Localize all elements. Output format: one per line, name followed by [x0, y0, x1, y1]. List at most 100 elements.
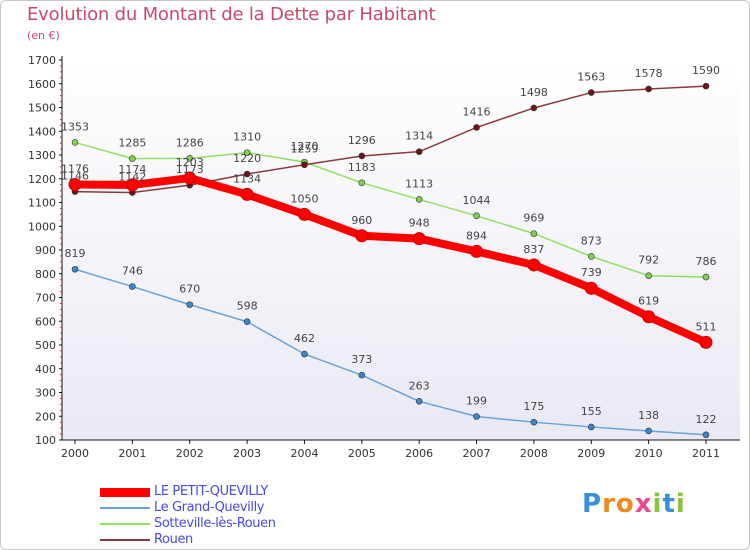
data-label: 873	[581, 234, 602, 247]
data-label: 1044	[463, 194, 491, 207]
data-point	[297, 207, 311, 221]
x-tick-label: 2008	[520, 447, 548, 460]
x-tick-label: 2004	[290, 447, 318, 460]
legend: LE PETIT-QUEVILLY Le Grand-Quevilly Sott…	[100, 484, 360, 548]
data-point	[702, 273, 710, 281]
data-point	[530, 418, 538, 426]
data-label: 786	[696, 255, 717, 268]
logo-letter: t	[662, 489, 676, 519]
logo-letter: x	[634, 489, 653, 519]
data-point	[243, 149, 251, 156]
data-label: 1174	[118, 163, 146, 176]
data-label: 837	[523, 243, 544, 256]
data-label: 1563	[577, 71, 605, 84]
y-tick-label: 300	[35, 387, 56, 400]
data-label: 263	[409, 379, 430, 392]
x-tick-label: 2007	[463, 447, 491, 460]
data-label: 792	[638, 254, 659, 267]
data-point	[699, 335, 713, 349]
data-point	[355, 229, 369, 243]
legend-label: Rouen	[154, 532, 193, 547]
data-point	[71, 265, 79, 273]
x-tick-label: 2011	[692, 447, 720, 460]
data-point	[642, 310, 656, 324]
data-label: 1259	[290, 143, 318, 156]
chart-title: Evolution du Montant de la Dette par Hab…	[27, 4, 436, 25]
legend-label: LE PETIT-QUEVILLY	[154, 484, 268, 499]
data-point	[129, 283, 136, 290]
data-label: 1113	[405, 177, 433, 190]
data-point	[71, 139, 79, 146]
data-label: 969	[523, 212, 544, 225]
data-point	[587, 89, 595, 96]
x-tick-label: 2009	[577, 447, 605, 460]
y-tick-label: 200	[35, 410, 56, 423]
y-tick-label: 400	[35, 363, 56, 376]
data-label: 619	[638, 295, 659, 308]
data-point	[243, 170, 251, 178]
data-label: 1285	[118, 137, 146, 150]
data-point	[415, 196, 423, 203]
legend-item-rouen: Rouen	[100, 532, 360, 548]
data-point	[301, 161, 308, 169]
y-tick-label: 900	[35, 244, 56, 257]
y-tick-label: 700	[35, 292, 56, 305]
y-tick-label: 1300	[28, 149, 56, 162]
logo-letter: r	[602, 489, 616, 519]
data-label: 598	[237, 300, 258, 313]
y-tick-label: 1700	[28, 54, 56, 67]
x-tick-label: 2001	[118, 447, 146, 460]
data-point	[186, 301, 194, 308]
x-tick-label: 2000	[61, 447, 89, 460]
data-label: 175	[523, 400, 544, 413]
legend-swatch	[100, 523, 150, 525]
x-tick-label: 2002	[176, 447, 204, 460]
logo-letter: P	[582, 489, 603, 519]
legend-swatch	[100, 488, 150, 497]
data-label: 122	[696, 413, 717, 426]
data-point	[470, 244, 484, 258]
data-label: 1590	[692, 64, 720, 77]
y-tick-label: 800	[35, 268, 56, 281]
data-point	[125, 178, 139, 192]
data-point	[473, 413, 480, 420]
data-point	[243, 318, 251, 326]
data-point	[240, 187, 254, 201]
data-point	[587, 423, 595, 431]
data-label: 511	[696, 320, 717, 333]
legend-swatch	[100, 539, 150, 541]
data-label: 894	[466, 229, 487, 242]
data-point	[702, 82, 710, 90]
data-point	[412, 232, 426, 246]
data-point	[527, 258, 541, 272]
x-tick-label: 2003	[233, 447, 261, 460]
data-label: 746	[122, 265, 143, 278]
data-label: 373	[351, 353, 372, 366]
y-tick-label: 1400	[28, 125, 56, 138]
plot-background	[62, 56, 740, 440]
data-label: 1220	[233, 152, 261, 165]
data-label: 1146	[61, 170, 89, 183]
data-label: 138	[638, 409, 659, 422]
y-tick-label: 600	[35, 315, 56, 328]
data-point	[186, 155, 194, 162]
logo-letter: i	[675, 489, 686, 519]
data-label: 1286	[176, 136, 204, 149]
data-point	[587, 253, 595, 260]
data-point	[358, 152, 366, 160]
data-point	[530, 104, 538, 112]
data-point	[415, 397, 423, 405]
data-label: 1183	[348, 161, 376, 174]
data-label: 670	[179, 283, 200, 296]
data-label: 948	[409, 217, 430, 230]
y-tick-label: 100	[35, 434, 56, 447]
legend-item-le-grand-quevilly: Le Grand-Quevilly	[100, 500, 360, 516]
y-tick-label: 1600	[28, 78, 56, 91]
data-point	[645, 427, 652, 435]
data-point	[530, 230, 538, 237]
data-label: 960	[351, 214, 372, 227]
data-label: 1173	[176, 163, 204, 176]
data-point	[358, 371, 366, 379]
data-point	[68, 177, 82, 191]
data-label: 1296	[348, 134, 376, 147]
